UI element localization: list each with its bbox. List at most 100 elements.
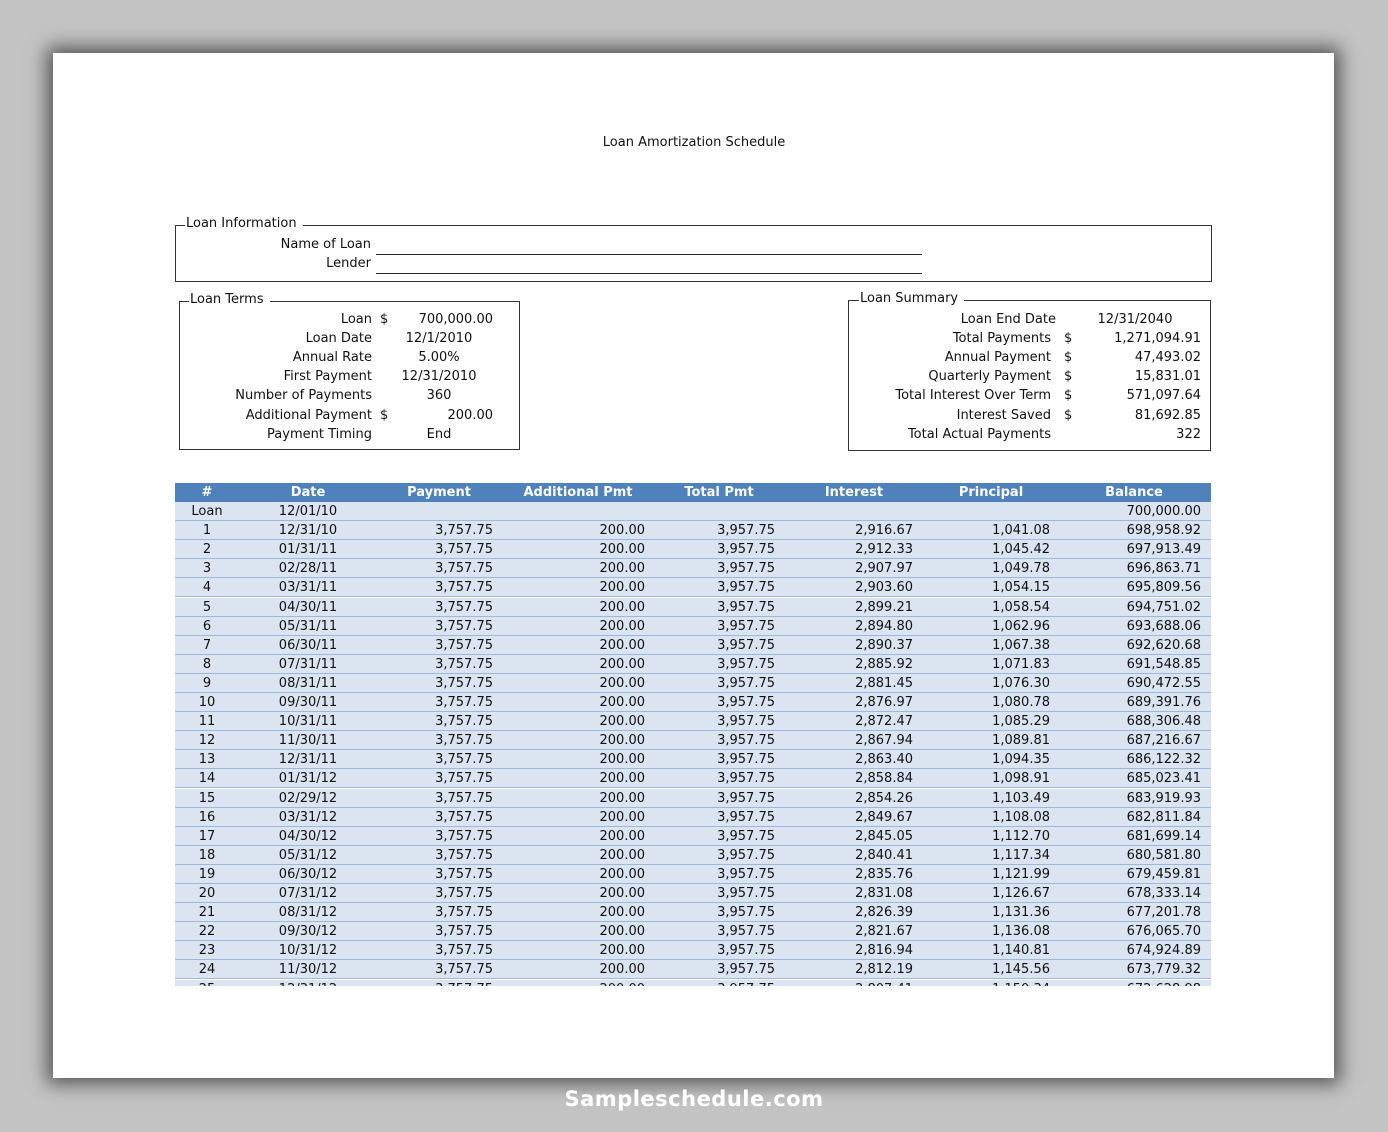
summary-label: Total Payments [952, 331, 1051, 347]
field-label: Lender [326, 256, 371, 271]
cell: 3,757.75 [435, 695, 493, 710]
table-row [175, 884, 1211, 903]
cell: 2,903.60 [855, 580, 913, 596]
cell: 200.00 [599, 962, 646, 978]
cell: 1,098.91 [992, 771, 1050, 787]
table-row [175, 960, 1211, 980]
cell: 200.00 [600, 982, 646, 987]
cell: 02/28/11 [278, 561, 338, 577]
cell: 3,757.75 [435, 542, 493, 558]
cell: 1,108.08 [992, 809, 1050, 825]
summary-value: 15,831.01 [1134, 369, 1201, 385]
cell: 3,757.75 [435, 561, 493, 577]
cell: 698,958.92 [1126, 523, 1201, 539]
cell: 05/31/11 [278, 618, 338, 634]
currency-sign: $ [1064, 331, 1073, 347]
term-value: 5.00% [418, 350, 460, 366]
cell: 2,831.08 [855, 886, 913, 901]
cell: 1,041.08 [992, 523, 1050, 539]
loan-summary-box [848, 300, 1211, 451]
cell: 08/31/11 [278, 675, 338, 691]
summary-label: Quarterly Payment [928, 369, 1051, 385]
term-value: 700,000.00 [418, 312, 493, 327]
cell: 200.00 [599, 599, 646, 615]
cell: 3,757.75 [435, 886, 493, 901]
currency-sign: $ [1064, 388, 1073, 404]
cell: 1,131.36 [992, 905, 1050, 921]
cell: 1,121.99 [992, 866, 1050, 882]
cell: 200.00 [599, 790, 646, 806]
cell: 06/30/11 [278, 637, 338, 653]
cell: 2,894.80 [855, 618, 913, 634]
column-header: Principal [958, 485, 1024, 500]
term-label: Loan Date [305, 331, 372, 347]
section-heading: Loan Information [185, 216, 303, 232]
cell: 1,145.56 [992, 962, 1050, 978]
column-header: Payment [407, 485, 471, 500]
cell: 11/30/12 [278, 962, 338, 978]
cell: 3,957.75 [717, 905, 775, 921]
table-row [175, 540, 1211, 560]
cell: 2,872.47 [855, 714, 913, 730]
cell: 3,957.75 [717, 752, 775, 768]
loan-terms-box [179, 301, 520, 450]
cell: 673,779.32 [1126, 962, 1201, 978]
cell: 2,876.97 [855, 695, 913, 710]
cell: 3,757.75 [435, 847, 493, 863]
cell: 700,000.00 [1126, 504, 1201, 519]
cell: 2,881.45 [855, 675, 913, 691]
currency-sign: $ [1064, 407, 1073, 423]
cell: 19 [198, 866, 216, 882]
cell: 2,858.84 [855, 771, 913, 787]
cell: 17 [198, 828, 216, 844]
table-row [175, 750, 1211, 770]
cell: 12/31/11 [278, 752, 338, 768]
cell: 3,957.75 [717, 637, 775, 653]
column-header: Interest [824, 485, 884, 500]
summary-value: 1,271,094.91 [1114, 331, 1201, 347]
cell: 691,548.85 [1126, 656, 1201, 672]
cell: 10/31/11 [278, 714, 338, 730]
title: Loan Amortization Schedule [602, 135, 786, 150]
cell: 1,058.54 [992, 599, 1050, 615]
table-row [175, 521, 1211, 541]
table-row [175, 731, 1211, 751]
cell: 25 [175, 982, 307, 987]
table-row [175, 826, 1211, 846]
cell: 677,201.78 [1126, 905, 1201, 921]
table-row [175, 597, 1211, 617]
cell: 3,957.75 [717, 790, 775, 806]
cell: 3,757.75 [435, 733, 493, 749]
cell: 04/30/12 [278, 828, 338, 844]
cell: 3,957.75 [717, 962, 775, 978]
cell: 3,957.75 [717, 714, 775, 730]
table-row [175, 712, 1211, 732]
cell: 12/31/10 [278, 523, 338, 539]
cell: 2,821.67 [855, 924, 913, 940]
table-row [175, 635, 1211, 655]
cell: 1,126.67 [992, 886, 1050, 901]
cell: 3,757.75 [435, 580, 493, 596]
cell: 02/29/12 [278, 790, 338, 806]
cell: 200.00 [599, 809, 646, 825]
cell: 690,472.55 [1126, 675, 1201, 691]
cell: 4 [202, 580, 212, 596]
cell: 6 [202, 618, 212, 634]
cell: 3,957.75 [717, 618, 775, 634]
cell: 692,620.68 [1126, 637, 1201, 653]
cell: 200.00 [599, 924, 646, 940]
cell: 200.00 [599, 866, 646, 882]
cell: 3,957.75 [717, 523, 775, 539]
cell: 11 [198, 714, 216, 730]
cell: 2,899.21 [855, 599, 913, 615]
term-label: Additional Payment [245, 407, 372, 423]
cell: 03/31/12 [278, 809, 338, 825]
cell: 08/31/12 [278, 905, 338, 921]
column-header: Balance [1105, 485, 1163, 500]
cell: 680,581.80 [1126, 847, 1201, 863]
cell: 10 [198, 695, 216, 710]
table-row [175, 864, 1211, 884]
cell: 3,757.75 [435, 809, 493, 825]
cell: 2,916.67 [855, 523, 913, 539]
table-row [175, 559, 1211, 579]
